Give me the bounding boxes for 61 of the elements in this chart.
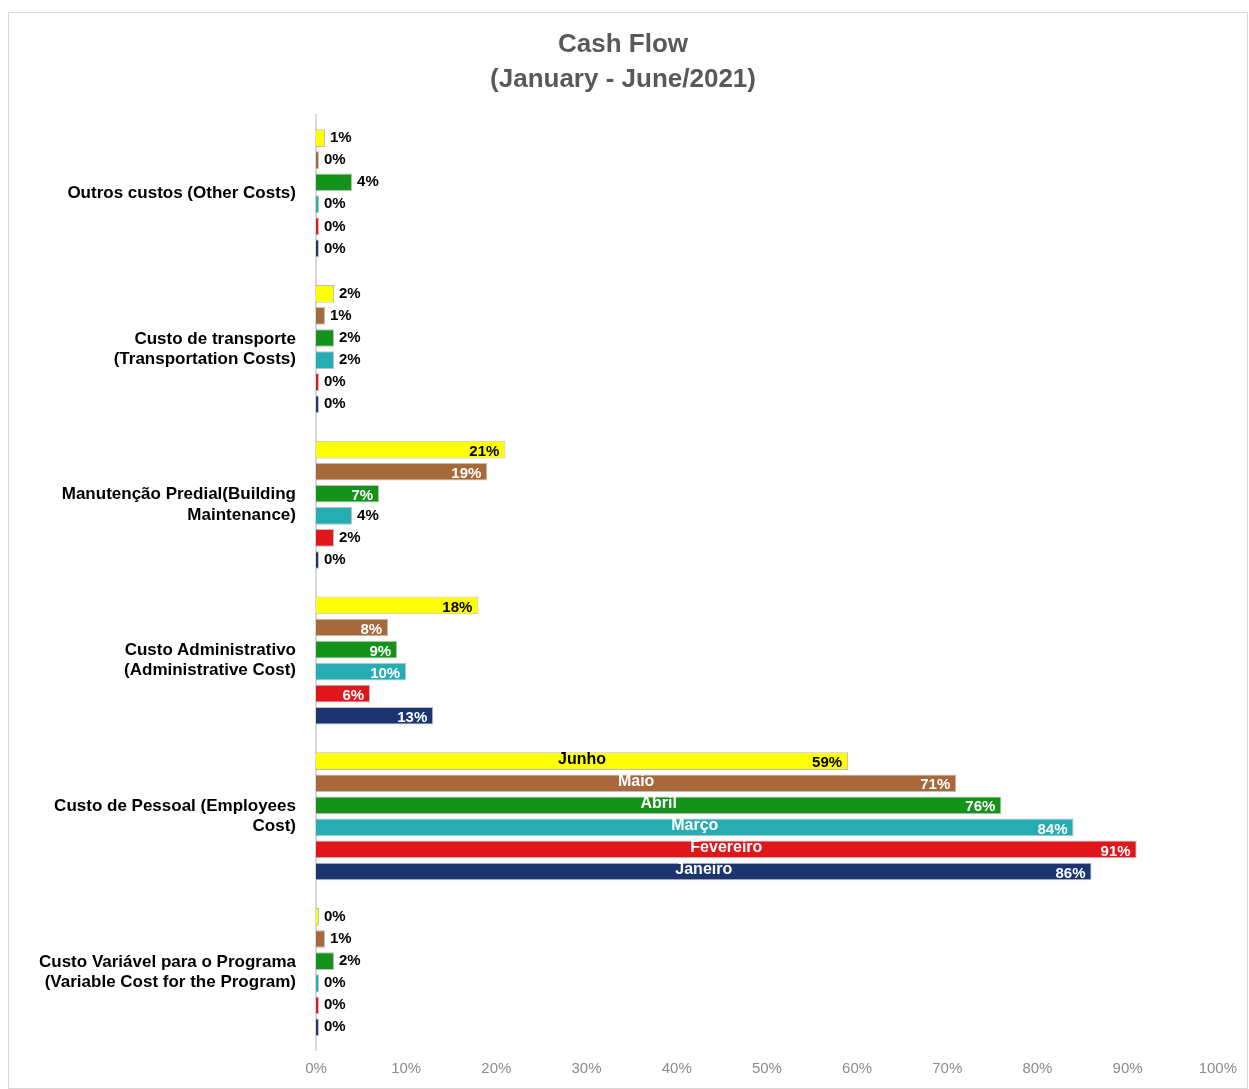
series-label: Janeiro xyxy=(675,859,733,877)
y-tick-label: Custo de transporte (Transportation Costs) xyxy=(113,328,296,368)
x-tick-label: 60% xyxy=(842,1059,873,1077)
data-label: 0% xyxy=(323,194,346,212)
data-label: 19% xyxy=(451,463,482,481)
y-tick-label: Manutenção Predial(Building Maintenance) xyxy=(61,484,296,524)
data-label: 0% xyxy=(323,372,346,390)
data-label: 59% xyxy=(812,753,843,771)
data-label: 0% xyxy=(323,550,346,568)
data-label: 21% xyxy=(469,441,500,459)
series-label: Fevereiro xyxy=(690,837,763,855)
x-tick-label: 90% xyxy=(1112,1059,1143,1077)
data-label: 10% xyxy=(370,663,401,681)
series-label: Junho xyxy=(558,749,607,767)
data-label: 0% xyxy=(323,973,346,991)
data-label: 71% xyxy=(920,775,951,793)
x-tick-label: 30% xyxy=(571,1059,602,1077)
chart-subtitle: (January - June/2021) xyxy=(490,62,756,93)
data-label: 7% xyxy=(351,485,374,503)
series-label: Março xyxy=(671,815,719,833)
data-label: 8% xyxy=(360,619,383,637)
data-label: 6% xyxy=(342,685,365,703)
chart-title: Cash Flow xyxy=(557,27,689,58)
data-label: 0% xyxy=(323,150,346,168)
x-tick-label: 40% xyxy=(661,1059,692,1077)
data-label: 4% xyxy=(357,505,379,523)
data-label: 13% xyxy=(397,707,428,725)
data-label: 4% xyxy=(357,172,379,190)
data-label: 0% xyxy=(323,907,346,925)
x-tick-label: 100% xyxy=(1198,1059,1238,1077)
data-label: 0% xyxy=(323,394,346,412)
data-label: 9% xyxy=(369,641,392,659)
y-tick-label: Custo Administrativo (Administrative Cost) xyxy=(124,640,296,680)
data-label: 0% xyxy=(323,238,346,256)
data-label: 76% xyxy=(965,797,996,815)
x-tick-label: 10% xyxy=(391,1059,422,1077)
data-label: 2% xyxy=(339,328,361,346)
data-label: 0% xyxy=(323,995,346,1013)
data-label: 84% xyxy=(1037,819,1068,837)
x-tick-label: 0% xyxy=(305,1059,327,1077)
y-tick-label: Custo de Pessoal (Employees Cost) xyxy=(54,795,296,836)
y-tick-label: Custo Variável para o Programa (Variable Cost for the Program) xyxy=(38,951,297,991)
x-tick-label: 20% xyxy=(481,1059,512,1077)
data-label: 1% xyxy=(330,306,352,324)
data-label: 1% xyxy=(330,128,352,146)
data-label: 2% xyxy=(339,284,361,302)
data-label: 2% xyxy=(339,951,361,969)
series-label: Abril xyxy=(640,793,677,811)
y-tick-label: Outros custos (Other Costs) xyxy=(67,182,296,202)
data-label: 86% xyxy=(1055,863,1086,881)
data-label: 18% xyxy=(442,597,473,615)
data-label: 0% xyxy=(323,1017,346,1035)
data-label: 1% xyxy=(330,929,352,947)
data-label: 91% xyxy=(1100,841,1131,859)
series-label: Maio xyxy=(617,771,655,789)
data-label: 0% xyxy=(323,216,346,234)
x-tick-label: 70% xyxy=(932,1059,963,1077)
x-tick-label: 50% xyxy=(751,1059,782,1077)
data-label: 2% xyxy=(339,528,361,546)
data-label: 2% xyxy=(339,350,361,368)
x-tick-label: 80% xyxy=(1022,1059,1053,1077)
